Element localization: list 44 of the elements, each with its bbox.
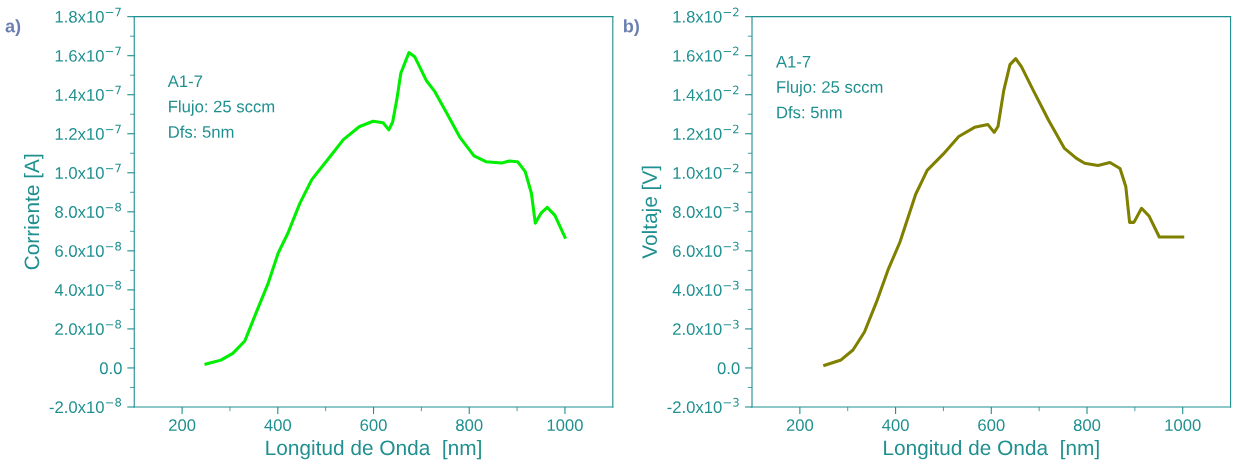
y-tick-label: 1.6x10$^{−7}$ — [55, 46, 121, 62]
x-axis-title: Longitud de Onda [nm] — [884, 439, 1099, 460]
y-tick-label: 1.4x10$^{−2}$ — [673, 85, 739, 101]
y-tick-label: 4.0x10$^{−8}$ — [54, 280, 122, 296]
y-tick-label: 1.8x10$^{−7}$ — [55, 7, 121, 23]
y-tick-label: 1.2x10$^{−7}$ — [55, 124, 121, 140]
y-tick-label: 8.0x10$^{−3}$ — [672, 202, 739, 218]
y-tick-label: 1.4x10$^{−7}$ — [55, 85, 121, 101]
x-tick-label: 200 — [786, 419, 814, 432]
y-tick-label: -2.0x10$^{−3}$ — [667, 397, 739, 414]
y-tick-label: 8.0x10$^{−8}$ — [55, 202, 122, 218]
x-tick-label: 800 — [456, 419, 483, 432]
x-tick-label: 200 — [169, 419, 196, 432]
x-tick-label: 1000 — [1165, 419, 1201, 432]
y-axis-title: Corriente [A] — [23, 154, 44, 270]
annotation: Flujo: 25 sccm — [777, 80, 883, 97]
x-axis-title: Longitud de Onda [nm] — [266, 439, 481, 460]
annotation: Dfs: 5nm — [777, 106, 842, 119]
y-tick-label: 4.0x10$^{−3}$ — [672, 280, 739, 296]
x-tick-label: 400 — [264, 419, 292, 432]
y-tick-label: 6.0x10$^{−8}$ — [55, 241, 122, 257]
x-tick-label: 600 — [360, 419, 387, 432]
chart-title: a) — [5, 19, 21, 37]
y-tick-label: 1.0x10$^{−7}$ — [55, 163, 121, 179]
x-tick-label: 1000 — [547, 419, 583, 432]
x-tick-label: 400 — [882, 419, 909, 432]
chart-title: b) — [624, 19, 639, 37]
y-tick-label: 2.0x10$^{−3}$ — [673, 319, 739, 335]
y-tick-label: 0.0 — [99, 362, 122, 375]
y-tick-label: 6.0x10$^{−3}$ — [673, 241, 739, 257]
y-tick-label: 1.8x10$^{−2}$ — [673, 7, 739, 23]
x-tick-label: 600 — [978, 419, 1005, 432]
annotation: A1-7 — [167, 75, 203, 87]
y-tick-label: 2.0x10$^{−8}$ — [55, 319, 122, 335]
y-tick-label: 1.2x10$^{−2}$ — [673, 124, 739, 140]
y-tick-label: 1.6x10$^{−2}$ — [673, 46, 739, 62]
x-tick-label: 800 — [1073, 419, 1101, 432]
annotation: Dfs: 5nm — [169, 125, 234, 138]
y-tick-label: 0.0 — [717, 362, 740, 375]
y-axis-title: Voltaje [V] — [641, 166, 662, 259]
annotation: A1-7 — [775, 55, 811, 68]
annotation: Flujo: 25 sccm — [169, 100, 275, 116]
y-tick-label: -2.0x10$^{−8}$ — [49, 397, 122, 414]
y-tick-label: 1.0x10$^{−2}$ — [673, 163, 739, 179]
